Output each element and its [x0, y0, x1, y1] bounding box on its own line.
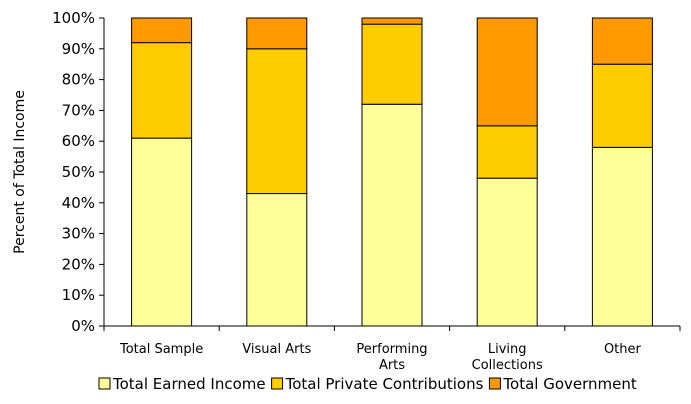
bar-segment: [476, 17, 538, 127]
y-ticks: 0% 10% 20% 30% 40% 50% 60% 70% 80% 90% 100%: [52, 9, 104, 335]
x-category-label: Living Collections: [472, 342, 543, 373]
legend-swatch: [98, 377, 111, 390]
y-tick-label: 80%: [62, 71, 95, 89]
y-tick-label: 0%: [71, 317, 95, 335]
y-tick-label: 10%: [62, 286, 95, 304]
x-category-label: Performing Arts: [356, 342, 427, 373]
bar-segment: [246, 17, 308, 50]
legend-label: Total Earned Income: [112, 375, 266, 393]
x-category-label: Other: [604, 342, 642, 357]
bar-segment: [246, 48, 308, 195]
x-category-label: Total Sample: [119, 342, 203, 357]
legend: Total Earned Income Total Private Contrib…: [98, 375, 637, 393]
y-tick-label: 90%: [62, 40, 95, 58]
bar-segment: [591, 63, 653, 148]
bar-segment: [131, 137, 193, 327]
legend-label: Total Private Contributions: [285, 375, 484, 393]
y-tick-label: 20%: [62, 255, 95, 273]
y-tick-label: 40%: [62, 194, 95, 212]
bar-segment: [591, 146, 653, 327]
y-axis-title: Percent of Total Income: [12, 90, 28, 254]
y-tick-label: 100%: [52, 9, 95, 27]
legend-swatch: [271, 377, 284, 390]
bar-segment: [476, 177, 538, 327]
bar-segment: [476, 125, 538, 179]
bar-segment: [361, 23, 423, 105]
bar-segment: [131, 42, 193, 139]
bar-segment: [246, 193, 308, 327]
y-tick-label: 50%: [62, 163, 95, 181]
bar-segment: [361, 103, 423, 327]
x-category-labels: Total Sample Visual Arts Performing Arts Liv…: [103, 326, 681, 373]
bar-layer: [131, 17, 653, 327]
y-tick-label: 30%: [62, 225, 95, 243]
y-tick-label: 70%: [62, 101, 95, 119]
bar-segment: [361, 17, 423, 25]
legend-swatch: [488, 377, 501, 390]
bar-segment: [131, 17, 193, 44]
x-category-label: Visual Arts: [242, 342, 311, 357]
y-tick-label: 60%: [62, 132, 95, 150]
bar-segment: [591, 17, 653, 65]
legend-label: Total Government: [502, 375, 636, 393]
